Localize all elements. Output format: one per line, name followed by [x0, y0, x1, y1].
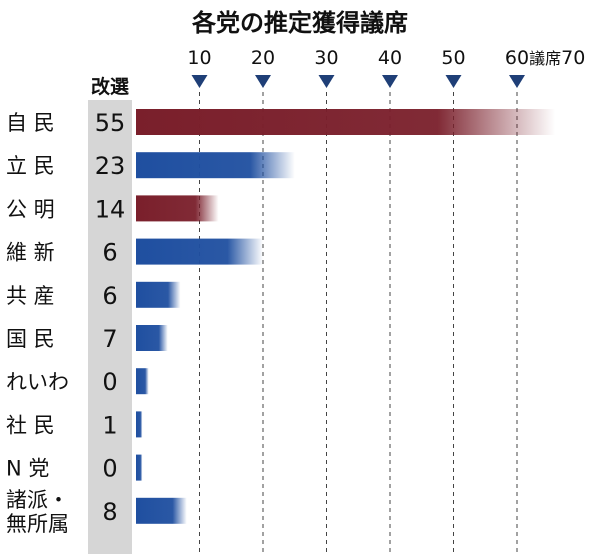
- bar: [136, 195, 219, 222]
- bar: [136, 497, 187, 524]
- x-tick-label: 50: [441, 47, 465, 69]
- x-tick-label: 30: [314, 47, 338, 69]
- tick-marker: [191, 75, 208, 88]
- x-tick-label-group: 60議席70: [505, 47, 585, 69]
- party-label: 諸派・無所属: [6, 488, 69, 536]
- bar: [136, 411, 143, 438]
- tick-marker: [382, 75, 398, 88]
- x-tick-label: 10: [187, 47, 211, 69]
- party-label: 国 民: [6, 327, 55, 351]
- x-tick-label: 20: [251, 47, 275, 69]
- chart-title: 各党の推定獲得議席: [191, 9, 408, 37]
- bar: [136, 368, 149, 395]
- bar: [136, 454, 143, 481]
- bar: [136, 281, 181, 308]
- kaisen-value: 23: [95, 152, 126, 180]
- kaisen-value: 55: [95, 109, 126, 137]
- kaisen-value: 0: [102, 368, 117, 396]
- party-label: N 党: [6, 457, 49, 481]
- kaisen-value: 1: [102, 411, 117, 439]
- kaisen-column-background: [88, 100, 132, 554]
- kaisen-value: 6: [102, 239, 117, 267]
- party-label: 公 明: [6, 197, 55, 221]
- x-tick-label: 70: [561, 47, 585, 69]
- kaisen-header: 改選: [91, 75, 129, 98]
- party-label: 自 民: [6, 111, 55, 135]
- tick-marker: [255, 75, 271, 88]
- party-label: 立 民: [6, 154, 55, 178]
- bar: [136, 238, 263, 265]
- party-label: れいわ: [6, 370, 69, 394]
- kaisen-value: 0: [102, 455, 117, 483]
- x-tick-label: 40: [378, 47, 402, 69]
- party-label: 共 産: [6, 284, 55, 308]
- party-label: 維 新: [6, 241, 55, 265]
- tick-marker: [445, 75, 462, 88]
- bar: [136, 109, 556, 135]
- x-unit-label: 議席: [529, 49, 561, 68]
- tick-marker: [509, 75, 525, 88]
- x-tick-label: 60: [505, 47, 529, 69]
- kaisen-value: 8: [102, 498, 117, 526]
- kaisen-value: 6: [102, 282, 117, 310]
- bar: [136, 152, 295, 179]
- kaisen-value: 14: [95, 195, 126, 223]
- kaisen-value: 7: [102, 325, 117, 353]
- bar: [136, 325, 168, 351]
- party-label: 社 民: [6, 413, 55, 437]
- tick-marker: [318, 75, 335, 88]
